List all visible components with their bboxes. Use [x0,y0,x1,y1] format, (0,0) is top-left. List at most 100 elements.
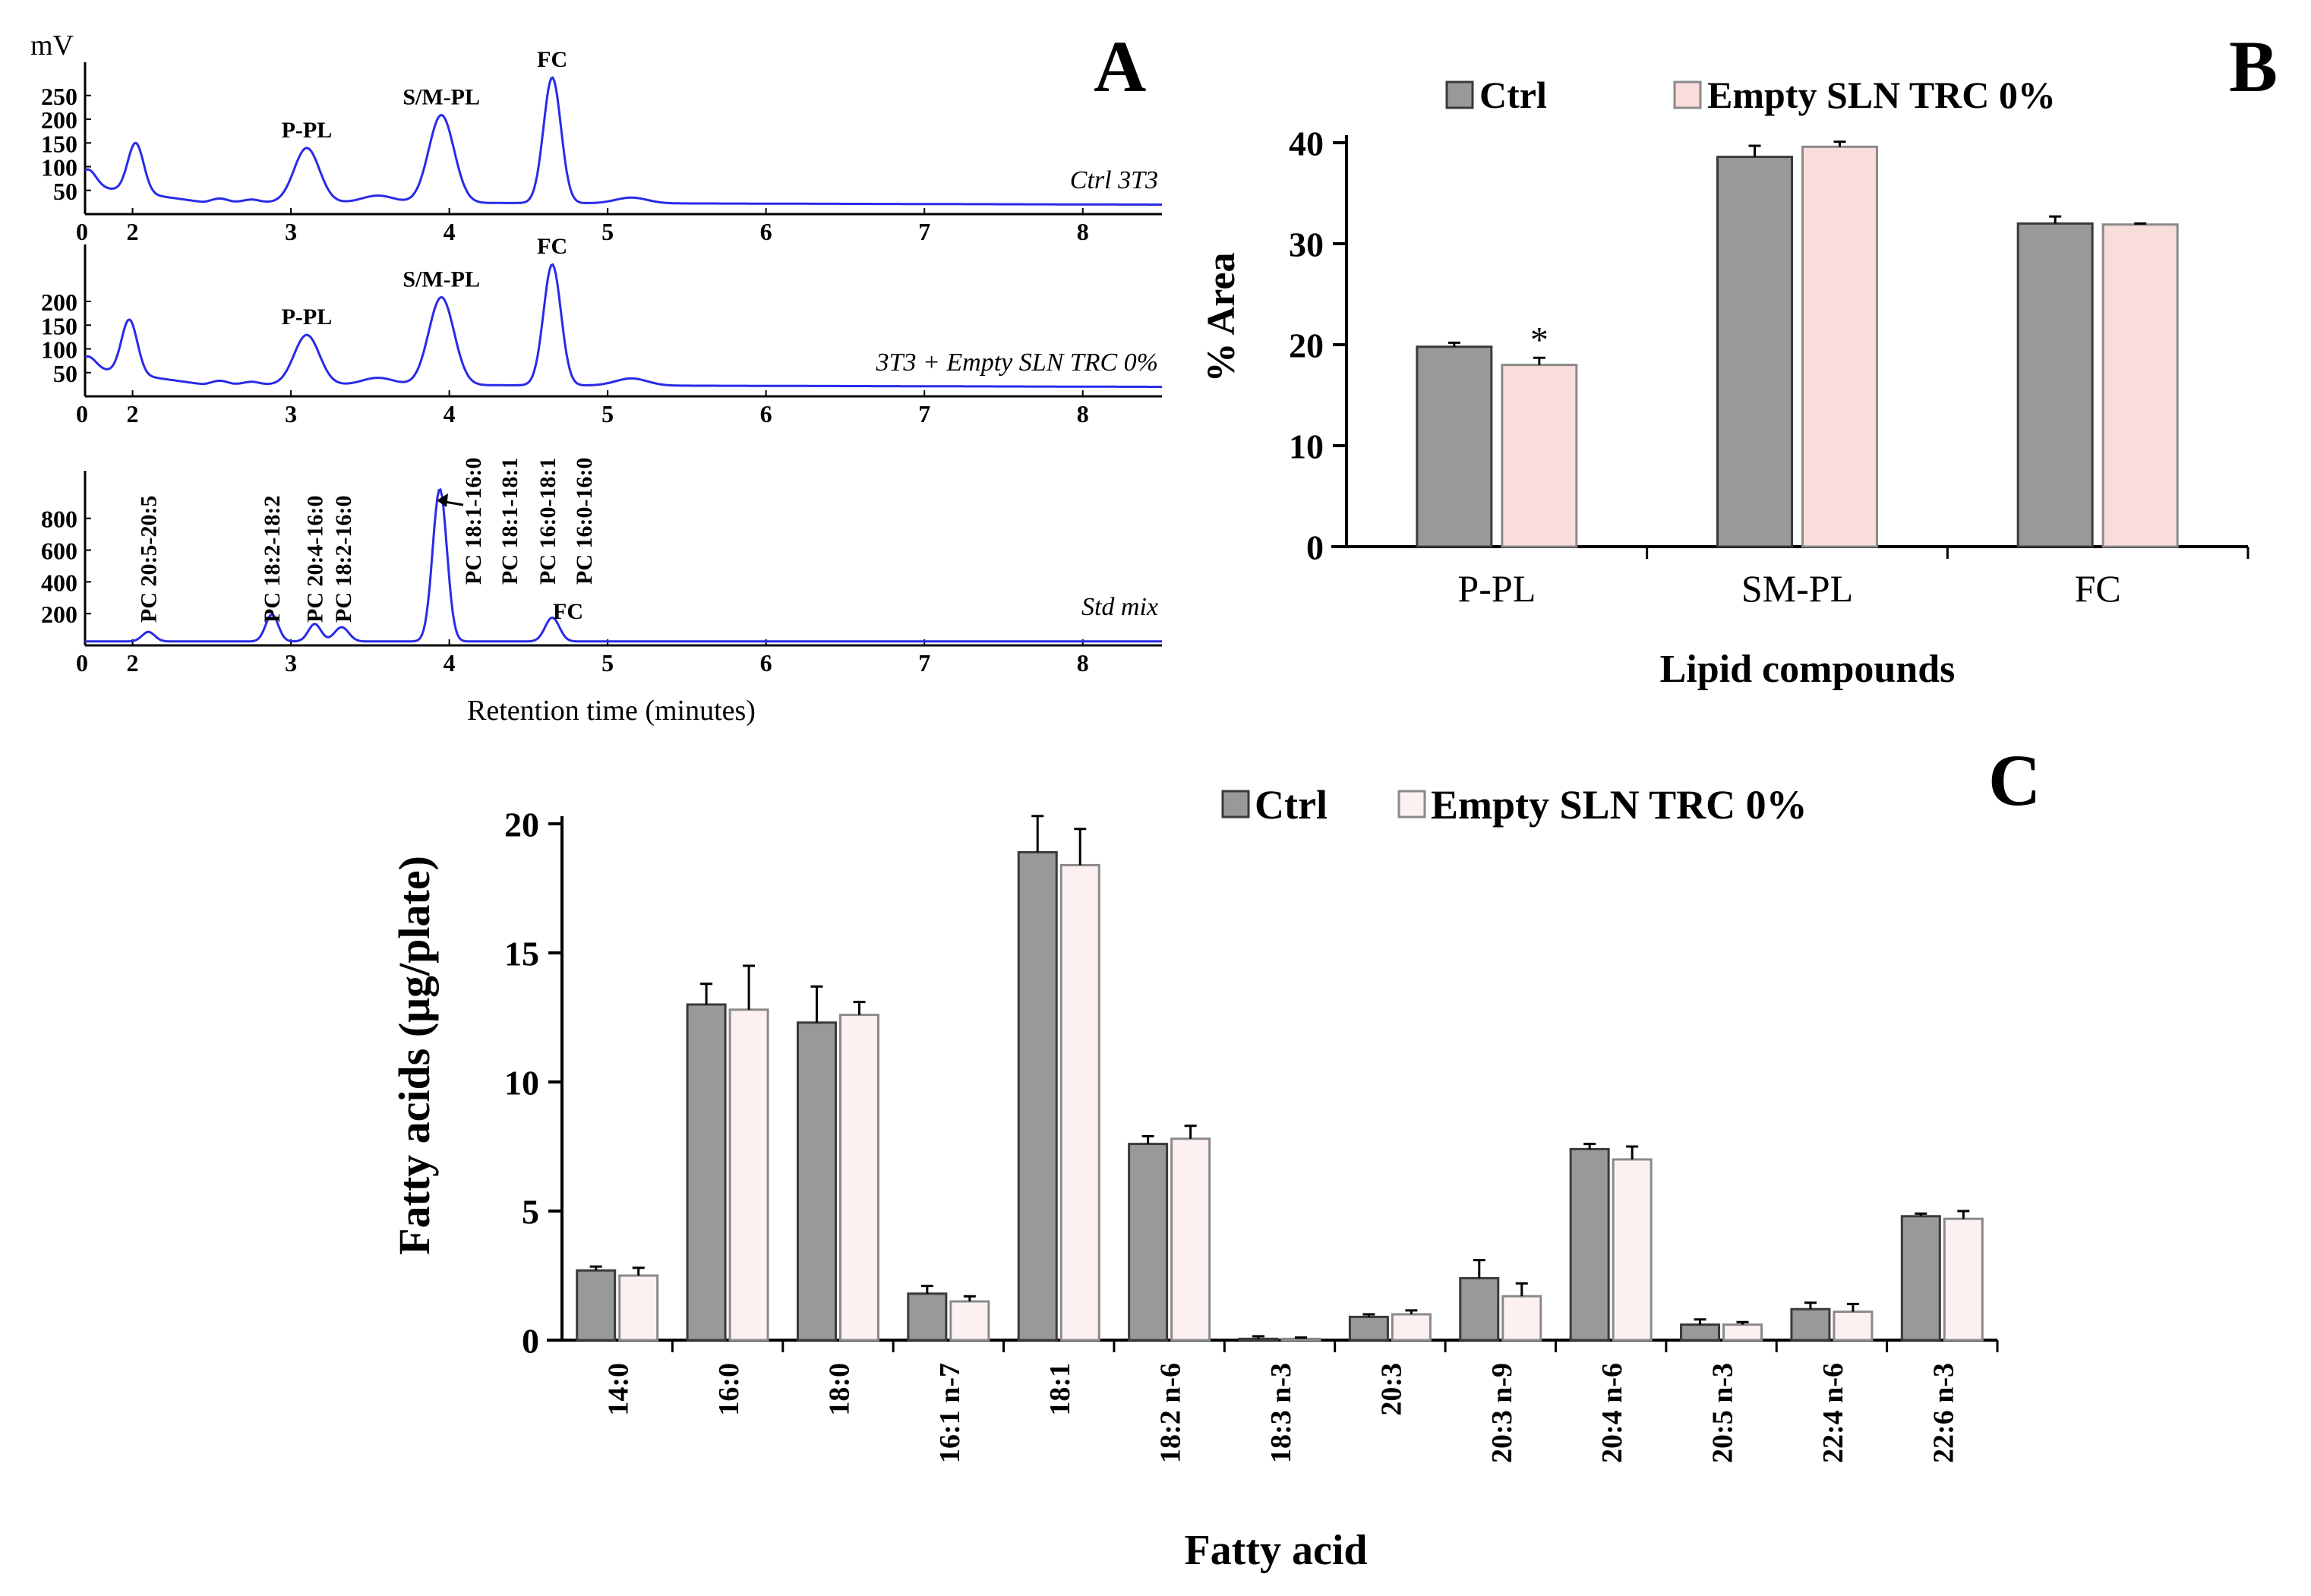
panel-b-legend: Ctrl Empty SLN TRC 0% [1445,74,2056,116]
peak-label: PC 18:1-16:0 [461,458,486,585]
category-label: 20:4 n-6 [1596,1363,1628,1463]
y-tick-label: 40 [1289,125,1324,163]
bar-ctrl [1716,156,1793,548]
bar-ctrl [1790,1307,1831,1342]
y-tick-label: 10 [1289,427,1324,466]
category-label: 18:3 n-3 [1265,1363,1297,1463]
x-tick-label: 8 [1077,649,1089,677]
y-tick-label: 0 [1306,528,1324,567]
legend-swatch-empty [1673,80,1702,109]
y-tick-label: 20 [504,806,539,844]
category-label: SM-PL [1741,567,1853,610]
bar-ctrl [1459,1276,1500,1342]
y-tick-label: 400 [41,569,77,596]
trace-line [84,76,1162,206]
y-tick-label: 20 [1289,326,1324,365]
peak-label: PC 20:4-16:0 [302,496,327,623]
y-tick-label: 150 [41,130,77,157]
bar-empty [618,1274,659,1342]
bar-ctrl [1017,850,1058,1342]
peak-label: FC [537,234,567,259]
legend-label-empty: Empty SLN TRC 0% [1707,74,2056,116]
x-tick-label: 5 [601,218,614,245]
trace-line [84,263,1162,388]
bar-ctrl [686,1003,727,1342]
significance-marker: * [1530,320,1549,360]
x-tick-label: 4 [444,400,456,427]
x-tick-label: 4 [444,649,456,677]
x-tick-label: 5 [601,649,614,677]
peak-label: PC 20:5-20:5 [136,496,161,623]
x-tick-label: 8 [1077,218,1089,245]
category-label: 18:2 n-6 [1155,1363,1187,1463]
bar-empty [949,1300,990,1342]
panel-b-bar-chart: B Ctrl Empty SLN TRC 0% 0 10 20 30 40 P-PL SM-… [1200,26,2278,691]
legend-swatch-ctrl [1445,80,1474,109]
chromatogram-std-mix: 200 400 600 800 0 2 3 4 5 6 7 8 Std mix PC 20:5-20:5 P… [41,458,1162,677]
x-tick-label: 0 [76,649,88,677]
category-label: 20:5 n-3 [1707,1363,1739,1463]
panel-c-ylabel: Fatty acids (μg/plate) [390,856,439,1255]
panel-c-label: C [1988,740,2041,821]
y-tick-label: 200 [41,106,77,134]
x-tick-label: 2 [127,218,139,245]
y-tick-label: 50 [53,178,77,205]
bar-empty [1801,145,1878,548]
category-label: 14:0 [603,1363,635,1416]
peak-label: P-PL [282,304,333,330]
y-tick-label: 50 [53,360,77,387]
bar-empty [2101,223,2179,548]
x-tick-label: 8 [1077,400,1089,427]
x-tick-label: 7 [918,649,930,677]
peak-label: PC 18:2-18:2 [260,496,285,623]
y-tick-label: 10 [504,1064,539,1102]
panel-c-bar-chart: C Ctrl Empty SLN TRC 0% 0 5 10 15 20 14:0 16:0… [390,740,2041,1574]
bar-empty [1943,1217,1984,1342]
panel-c-xlabel: Fatty acid [1184,1527,1367,1574]
bar-ctrl [1416,345,1493,548]
y-tick-label: 30 [1289,226,1324,264]
category-label: P-PL [1457,567,1536,610]
bar-empty [1501,1295,1542,1342]
category-label: 20:3 n-9 [1486,1363,1518,1463]
panel-a-label: A [1094,26,1146,107]
y-tick-label: 200 [41,601,77,628]
category-label: FC [2075,567,2121,610]
peak-label: FC [553,599,583,624]
legend-swatch-ctrl [1221,790,1250,819]
x-tick-label: 2 [127,649,139,677]
bar-ctrl [576,1269,617,1342]
peak-label: PC 16:0-18:1 [535,458,560,585]
x-tick-label: 3 [285,218,297,245]
panel-a-ylabel: mV [30,30,74,62]
x-tick-label: 5 [601,400,614,427]
category-label: 18:1 [1044,1363,1076,1416]
legend-swatch-empty [1397,790,1426,819]
y-tick-label: 800 [41,506,77,533]
x-tick-label: 3 [285,649,297,677]
bar-empty [728,1008,769,1342]
category-label: 22:4 n-6 [1817,1363,1849,1463]
y-tick-label: 100 [41,154,77,181]
y-tick-label: 15 [504,935,539,973]
category-label: 18:0 [823,1363,855,1416]
x-tick-label: 7 [918,218,930,245]
y-tick-label: 250 [41,83,77,110]
bar-empty [1059,863,1100,1342]
legend-label-empty: Empty SLN TRC 0% [1431,782,1807,828]
peak-label: P-PL [282,118,333,143]
bar-empty [1501,364,1578,548]
x-tick-label: 6 [760,218,772,245]
bar-empty [838,1014,879,1342]
legend-label-ctrl: Ctrl [1255,782,1328,828]
y-tick-label: 150 [41,312,77,339]
panel-c-plot-area: 0 5 10 15 20 14:0 16:0 18:0 16:1 n-7 18:1 18:2 n-6… [504,806,1999,1463]
bar-ctrl [1900,1215,1941,1342]
bar-empty [1612,1158,1653,1342]
panel-a-xlabel: Retention time (minutes) [467,695,756,727]
bar-ctrl [1680,1323,1721,1342]
trace-line [85,487,1162,643]
